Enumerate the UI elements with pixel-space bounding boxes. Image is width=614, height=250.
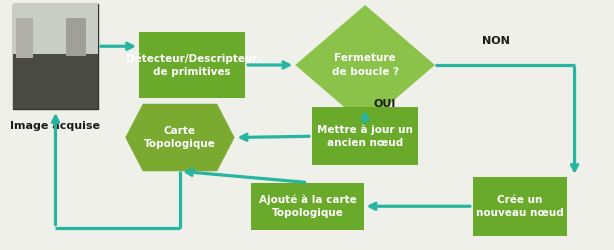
FancyBboxPatch shape [473, 177, 567, 236]
FancyBboxPatch shape [312, 108, 418, 165]
Text: OUI: OUI [373, 99, 395, 109]
Text: Détecteur/Descripteur
de primitives: Détecteur/Descripteur de primitives [126, 53, 258, 77]
Text: Crée un
nouveau nœud: Crée un nouveau nœud [476, 195, 564, 218]
Text: Fermeture
de boucle ?: Fermeture de boucle ? [332, 54, 398, 76]
Text: Image acquise: Image acquise [10, 121, 101, 131]
Text: Carte
Topologique: Carte Topologique [144, 126, 216, 149]
FancyBboxPatch shape [13, 4, 98, 61]
Polygon shape [125, 104, 235, 171]
FancyBboxPatch shape [139, 32, 245, 98]
FancyBboxPatch shape [251, 182, 363, 230]
FancyBboxPatch shape [16, 18, 33, 58]
Text: NON: NON [482, 36, 510, 46]
Text: Ajouté à la carte
Topologique: Ajouté à la carte Topologique [258, 194, 356, 218]
FancyBboxPatch shape [66, 18, 86, 56]
Text: Mettre à jour un
ancien nœud: Mettre à jour un ancien nœud [317, 124, 413, 148]
FancyBboxPatch shape [13, 4, 98, 109]
FancyBboxPatch shape [13, 54, 98, 109]
Polygon shape [295, 5, 435, 125]
